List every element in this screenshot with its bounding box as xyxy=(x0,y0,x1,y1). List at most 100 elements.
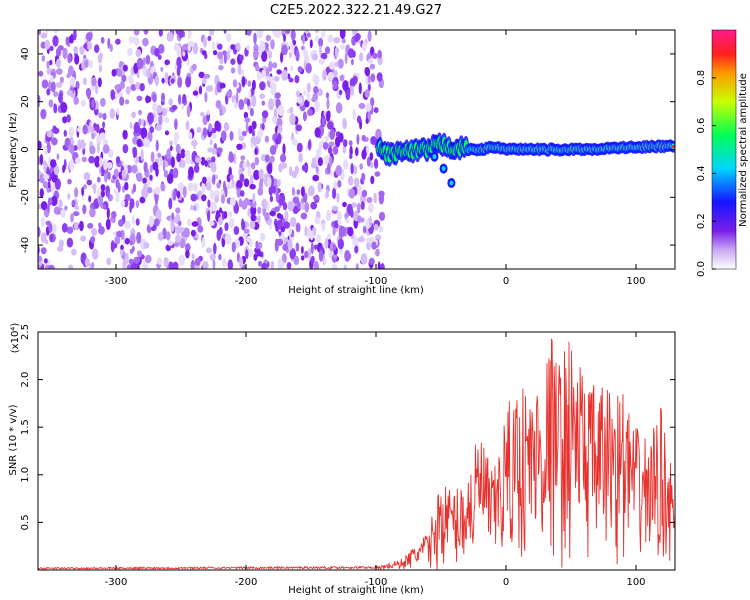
noise-cell xyxy=(325,110,331,122)
noise-cell xyxy=(358,236,365,243)
noise-cell xyxy=(257,187,264,196)
noise-cell xyxy=(241,220,246,231)
noise-cell xyxy=(265,34,271,42)
noise-cell xyxy=(258,260,263,267)
noise-cell xyxy=(253,169,260,181)
noise-cell xyxy=(366,156,371,167)
noise-cell xyxy=(181,103,185,110)
noise-cell xyxy=(318,58,325,65)
noise-cell xyxy=(289,65,294,72)
noise-cell xyxy=(205,176,213,185)
noise-cell xyxy=(256,30,264,39)
noise-cell xyxy=(218,216,223,226)
noise-cell xyxy=(51,137,58,146)
noise-cell xyxy=(307,108,313,117)
noise-cell xyxy=(247,80,252,87)
noise-cell xyxy=(97,176,101,183)
noise-cell xyxy=(288,51,292,58)
noise-cell xyxy=(149,174,153,181)
noise-cell xyxy=(350,85,354,97)
noise-cell xyxy=(309,39,313,49)
noise-cell xyxy=(193,205,197,211)
noise-cell xyxy=(229,196,236,207)
noise-cell xyxy=(68,65,74,76)
noise-cell xyxy=(294,75,300,84)
noise-cell xyxy=(376,72,383,82)
noise-cell xyxy=(56,68,63,75)
x-tick-label: 0 xyxy=(503,577,509,588)
noise-cell xyxy=(362,225,367,234)
noise-cell xyxy=(258,251,263,257)
noise-cell xyxy=(371,241,377,250)
noise-cell xyxy=(188,166,194,178)
noise-cell xyxy=(52,35,59,47)
noise-cell xyxy=(297,201,301,209)
noise-cell xyxy=(91,262,95,269)
spectrogram-x-axis-title: Height of straight line (km) xyxy=(288,285,424,296)
noise-cell xyxy=(346,252,352,260)
noise-cell xyxy=(121,169,127,179)
noise-cell xyxy=(273,108,278,118)
noise-cell xyxy=(378,211,386,221)
noise-cell xyxy=(309,230,314,241)
noise-cell xyxy=(313,195,320,201)
noise-cell xyxy=(277,257,282,269)
noise-cell xyxy=(318,250,324,262)
noise-cell xyxy=(89,207,96,218)
noise-cell xyxy=(254,147,258,156)
noise-cell xyxy=(296,96,303,104)
noise-cell xyxy=(217,51,224,60)
noise-cell xyxy=(306,92,310,102)
noise-cell xyxy=(102,121,105,129)
noise-cell xyxy=(342,80,349,92)
noise-cell xyxy=(124,181,129,191)
noise-cell xyxy=(355,147,359,157)
noise-cell xyxy=(350,209,354,219)
noise-cell xyxy=(143,161,148,173)
noise-cell xyxy=(269,195,274,203)
noise-cell xyxy=(341,38,346,44)
noise-cell xyxy=(300,212,308,220)
noise-cell xyxy=(356,202,361,214)
noise-cell xyxy=(38,140,42,151)
noise-cell xyxy=(237,63,242,75)
noise-cell xyxy=(157,152,162,158)
noise-cell xyxy=(321,222,326,232)
noise-cell xyxy=(113,188,117,194)
noise-cell xyxy=(240,155,246,161)
noise-cell xyxy=(163,256,169,268)
noise-cell xyxy=(75,80,80,90)
noise-cell xyxy=(352,165,358,175)
noise-cell xyxy=(273,75,280,82)
noise-cell xyxy=(352,214,358,221)
noise-cell xyxy=(119,60,123,68)
noise-cell xyxy=(122,129,128,140)
noise-cell xyxy=(349,153,353,160)
noise-cell xyxy=(301,203,306,210)
noise-cell xyxy=(185,158,192,165)
noise-cell xyxy=(343,264,347,269)
noise-cell xyxy=(50,159,57,168)
noise-cell xyxy=(221,194,225,204)
noise-cell xyxy=(370,73,376,83)
noise-cell xyxy=(332,205,339,212)
noise-cell xyxy=(307,248,312,260)
noise-cell xyxy=(238,135,245,142)
noise-cell xyxy=(246,235,252,243)
noise-cell xyxy=(122,144,129,154)
noise-cell xyxy=(203,36,207,48)
noise-cell xyxy=(85,32,93,42)
noise-cell xyxy=(227,259,233,269)
noise-cell xyxy=(57,45,64,51)
noise-cell xyxy=(73,30,77,41)
noise-cell xyxy=(163,169,168,178)
noise-cell xyxy=(306,82,311,93)
noise-cell xyxy=(368,257,375,265)
spectrogram-y-ticks: -40 -20 0 20 40 xyxy=(20,48,675,253)
noise-cell xyxy=(157,232,164,241)
noise-cell xyxy=(61,223,68,233)
noise-cell xyxy=(324,238,329,249)
noise-cell xyxy=(270,86,277,95)
noise-cell xyxy=(143,182,148,194)
